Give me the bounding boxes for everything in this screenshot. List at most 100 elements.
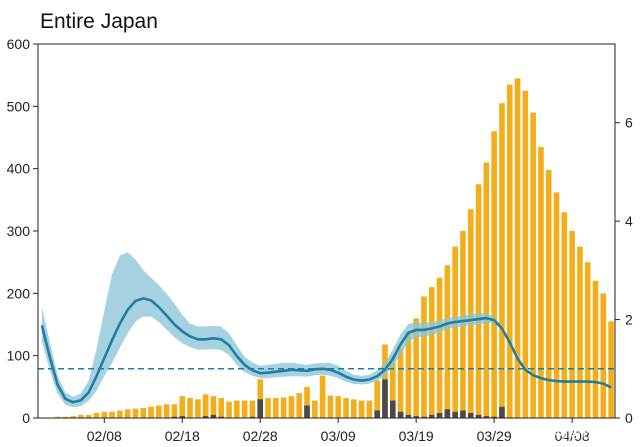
bar [234, 400, 240, 418]
bar [577, 246, 583, 418]
bar [70, 416, 76, 418]
bar [475, 184, 482, 418]
bar [530, 112, 536, 419]
bar [93, 413, 100, 418]
dark-bar [171, 416, 178, 418]
bar [428, 287, 435, 418]
dark-bar [218, 416, 225, 418]
bar [335, 396, 342, 418]
dark-bar [413, 416, 419, 418]
bar [218, 398, 225, 418]
dark-bar [202, 416, 209, 418]
bar [483, 162, 490, 418]
bar [319, 375, 326, 418]
dark-bar [428, 414, 435, 418]
dark-bar [257, 399, 264, 418]
axes-layer [37, 43, 616, 419]
dark-bar [389, 400, 396, 418]
x-tick-label: 02/18 [165, 428, 200, 444]
bar [85, 414, 92, 418]
dark-bar [491, 416, 497, 418]
bar [124, 409, 131, 418]
bar [156, 405, 162, 418]
plot-frame [37, 43, 616, 419]
bar [569, 231, 575, 418]
bar [327, 395, 334, 418]
x-tick-label: 03/09 [321, 428, 356, 444]
bar [444, 265, 451, 418]
bar [538, 146, 544, 418]
bar [522, 90, 529, 418]
bar [592, 280, 599, 418]
bar [296, 393, 303, 418]
bar [210, 396, 217, 418]
dark-bar [397, 411, 404, 418]
bar [117, 410, 123, 418]
bar [584, 262, 591, 418]
bar [506, 84, 513, 419]
bar [366, 400, 373, 418]
dark-bar [460, 410, 466, 418]
x-tick-label: 04/08 [555, 428, 590, 444]
bar [491, 131, 497, 418]
bar [101, 411, 108, 418]
bar [62, 416, 69, 418]
x-tick-label: 03/29 [477, 428, 512, 444]
bar [545, 169, 552, 418]
dark-bar [421, 416, 427, 418]
bar [249, 400, 256, 418]
dark-bar [436, 413, 443, 418]
bar [163, 404, 170, 418]
bar [273, 398, 279, 418]
bar [499, 103, 505, 418]
bar [265, 398, 271, 418]
y-right-tick-label: 0 [625, 410, 633, 426]
bar [436, 277, 443, 418]
bar [132, 408, 139, 418]
bar [171, 404, 178, 418]
y-tick-label: 100 [7, 348, 31, 364]
dark-bar [467, 413, 474, 418]
bar [288, 396, 295, 418]
bar [374, 380, 380, 418]
bar [257, 379, 264, 418]
y-axis-right: 0 2 4 6 [615, 115, 633, 426]
bar [405, 330, 412, 418]
y-tick-label: 500 [7, 98, 31, 114]
y-axis-left: 0 100 200 300 400 500 600 [7, 36, 38, 426]
bar [343, 398, 349, 418]
dark-bar [499, 406, 505, 418]
y-tick-label: 200 [7, 285, 31, 301]
x-tick-label: 02/28 [243, 428, 278, 444]
bar [553, 192, 560, 418]
watermark: 头条 @神居秒算 [512, 426, 607, 442]
dark-bar [452, 411, 458, 418]
bar [311, 400, 318, 418]
dark-bar [210, 414, 217, 418]
bar [140, 408, 147, 418]
bar [397, 348, 404, 418]
chart-title: Entire Japan [40, 10, 158, 33]
dark-bar [374, 410, 380, 418]
dark-bar [382, 379, 388, 418]
bar [226, 401, 232, 418]
y-right-tick-label: 2 [625, 312, 633, 328]
y-tick-label: 300 [7, 223, 31, 239]
bar [54, 416, 61, 418]
bar [561, 212, 568, 418]
dark-bar [249, 416, 256, 418]
bar [467, 209, 474, 418]
bar [358, 400, 365, 418]
dark-bar [179, 416, 186, 418]
dark-bar [444, 409, 451, 418]
dark-bar [405, 414, 412, 418]
bar [452, 246, 458, 418]
dark-bar [483, 416, 490, 418]
bar [600, 293, 607, 418]
x-tick-label: 02/08 [87, 428, 122, 444]
bar [608, 321, 614, 418]
dark-bar [304, 405, 310, 418]
y-tick-label: 0 [22, 410, 30, 426]
series-line [40, 297, 612, 404]
